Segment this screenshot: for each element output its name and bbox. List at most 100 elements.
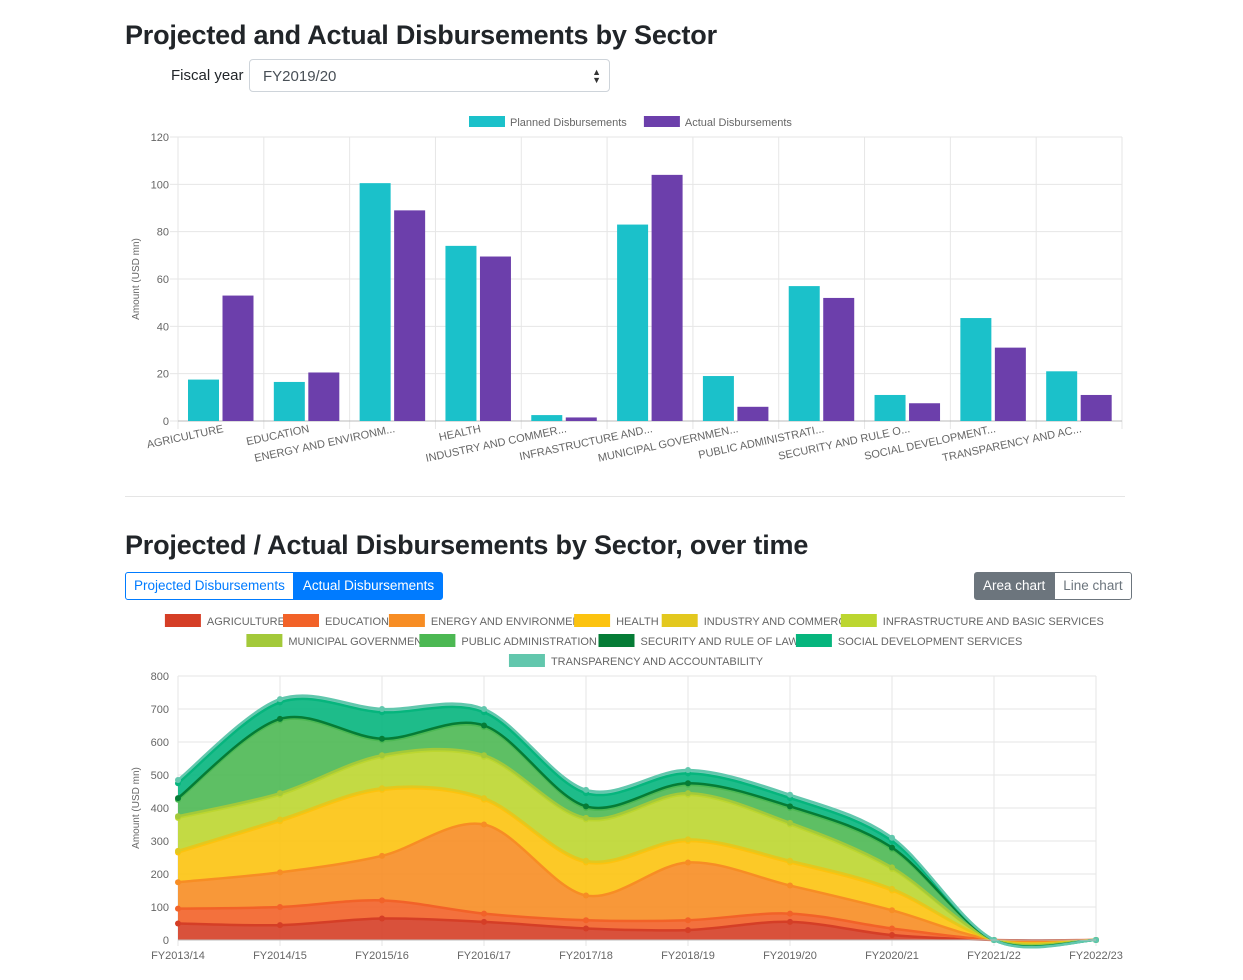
data-point [175, 847, 181, 854]
x-tick-label: FY2019/20 [763, 950, 817, 962]
line-chart-button[interactable]: Line chart [1054, 572, 1132, 600]
data-point [583, 925, 589, 932]
bar [359, 183, 391, 421]
legend-label: INDUSTRY AND COMMERCE [704, 616, 854, 628]
y-tick-label: 80 [157, 227, 169, 239]
bar [222, 295, 254, 421]
data-point [277, 715, 283, 722]
y-tick-label: 700 [151, 704, 169, 716]
data-point [175, 795, 181, 802]
x-tick-label: FY2015/16 [355, 950, 409, 962]
area-chart: AGRICULTURE EDUCATION ENERGY AND ENVIRONME… [131, 614, 1123, 962]
disbursement-type-toggle: Projected Disbursements Actual Disbursem… [125, 572, 444, 600]
y-tick-label: 40 [157, 321, 169, 333]
x-tick-label: FY2017/18 [559, 950, 613, 962]
data-point [685, 836, 691, 843]
legend-label: Actual Disbursements [685, 117, 792, 129]
data-point [481, 722, 487, 729]
fiscal-year-label: Fiscal year [171, 67, 244, 84]
bar-chart: Planned Disbursements Actual Disbursement… [131, 116, 1123, 465]
bar [909, 403, 941, 421]
bar [531, 415, 563, 421]
data-point [889, 932, 895, 939]
y-tick-label: 60 [157, 274, 169, 286]
legend-swatch [598, 634, 635, 647]
bar [651, 174, 683, 421]
x-tick-label: FY2021/22 [967, 950, 1021, 962]
data-point [787, 882, 793, 889]
series-line [177, 822, 1097, 944]
fiscal-year-select[interactable]: FY2019/20 ▲ ▼ [249, 59, 610, 92]
data-point [583, 786, 589, 793]
y-tick-label: 600 [151, 737, 169, 749]
data-point [889, 834, 895, 841]
data-point [481, 910, 487, 917]
x-tick-label: FY2014/15 [253, 950, 307, 962]
bar [823, 297, 855, 421]
actual-button[interactable]: Actual Disbursements [293, 572, 444, 600]
legend-label: AGRICULTURE [207, 616, 285, 628]
legend-swatch [246, 634, 283, 647]
series-line [177, 747, 1097, 947]
area-series [178, 918, 1096, 941]
data-point [787, 910, 793, 917]
area-chart-button[interactable]: Area chart [974, 572, 1055, 600]
x-tick-label: FY2016/17 [457, 950, 511, 962]
data-point [481, 795, 487, 802]
y-tick-label: 200 [151, 869, 169, 881]
y-tick-label: 800 [151, 671, 169, 683]
x-tick-label: FY2018/19 [661, 950, 715, 962]
bar [479, 256, 511, 421]
legend-swatch [795, 634, 832, 647]
data-point [379, 735, 385, 742]
bar-section-title: Projected and Actual Disbursements by Se… [125, 20, 717, 50]
data-point [889, 864, 895, 871]
data-point [787, 803, 793, 810]
data-point [277, 922, 283, 929]
legend-swatch [388, 614, 425, 627]
legend-swatch [508, 654, 545, 667]
legend-swatch [164, 614, 201, 627]
bar [273, 381, 305, 421]
select-caret-icon: ▲ ▼ [592, 67, 601, 85]
data-point [481, 918, 487, 925]
bar [188, 379, 219, 421]
data-point [583, 857, 589, 864]
area-section-title: Projected / Actual Disbursements by Sect… [125, 530, 809, 560]
projected-button[interactable]: Projected Disbursements [125, 572, 294, 600]
data-point [889, 885, 895, 892]
data-point [379, 915, 385, 922]
bar [994, 347, 1026, 421]
data-point [685, 790, 691, 797]
bar [788, 286, 820, 421]
data-point [583, 803, 589, 810]
legend-label: SECURITY AND RULE OF LAW [641, 636, 800, 648]
data-point [889, 844, 895, 851]
legend-label: HEALTH [616, 616, 659, 628]
bar [308, 372, 340, 421]
bar [737, 406, 769, 421]
data-point [379, 852, 385, 859]
data-point [685, 917, 691, 924]
bar [445, 245, 477, 421]
fiscal-year-value: FY2019/20 [263, 68, 337, 85]
data-point [685, 859, 691, 866]
legend-label: Planned Disbursements [510, 117, 627, 129]
series-line [177, 899, 1097, 943]
data-point [175, 879, 181, 886]
data-point [685, 927, 691, 934]
legend-swatch [840, 614, 877, 627]
legend-swatch [469, 116, 505, 127]
y-tick-label: 500 [151, 770, 169, 782]
y-tick-label: 100 [151, 179, 169, 191]
legend-swatch [574, 614, 611, 627]
data-point [889, 925, 895, 932]
data-point [481, 706, 487, 712]
y-tick-label: 400 [151, 803, 169, 815]
legend-label: TRANSPARENCY AND ACCOUNTABILITY [551, 656, 764, 668]
bar [702, 376, 734, 421]
data-point [379, 897, 385, 904]
data-point [787, 918, 793, 925]
area-series [178, 788, 1096, 944]
data-point [787, 819, 793, 826]
